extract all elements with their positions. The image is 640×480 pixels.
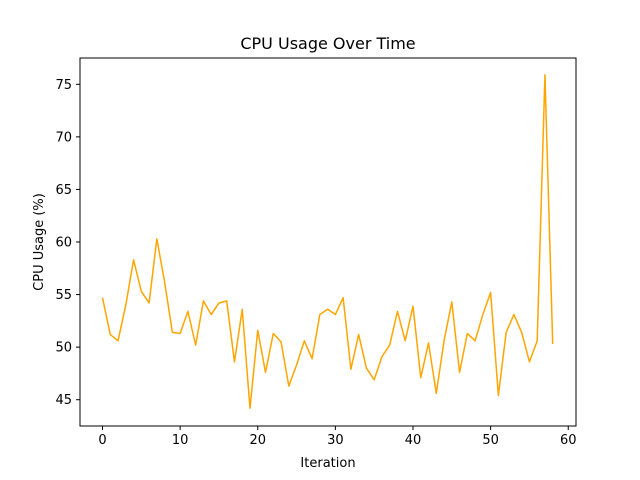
y-tick-label: 50: [55, 341, 72, 356]
x-axis-label: Iteration: [300, 456, 355, 471]
x-axis-ticks: 0 10 20 30 40 50 60: [98, 426, 577, 448]
x-tick-label: 10: [172, 433, 189, 448]
x-tick-label: 0: [98, 433, 106, 448]
y-tick-label: 70: [55, 130, 72, 145]
axes-frame: [79, 57, 577, 427]
series-line-0: [101, 74, 554, 409]
y-axis-label: CPU Usage (%): [32, 193, 47, 291]
y-tick-label: 75: [55, 78, 72, 93]
x-tick-label: 20: [249, 433, 266, 448]
y-tick-label: 55: [55, 288, 72, 303]
y-tick-label: 45: [55, 393, 72, 408]
x-tick-label: 30: [327, 433, 344, 448]
y-axis-ticks: 45 50 55 60 65 70 75: [55, 78, 80, 408]
x-tick-label: 50: [482, 433, 499, 448]
x-tick-label: 60: [560, 433, 577, 448]
plot-area: [101, 74, 554, 409]
x-tick-label: 40: [405, 433, 422, 448]
y-tick-label: 60: [55, 236, 72, 251]
chart-title: CPU Usage Over Time: [240, 34, 415, 53]
y-tick-label: 65: [55, 183, 72, 198]
